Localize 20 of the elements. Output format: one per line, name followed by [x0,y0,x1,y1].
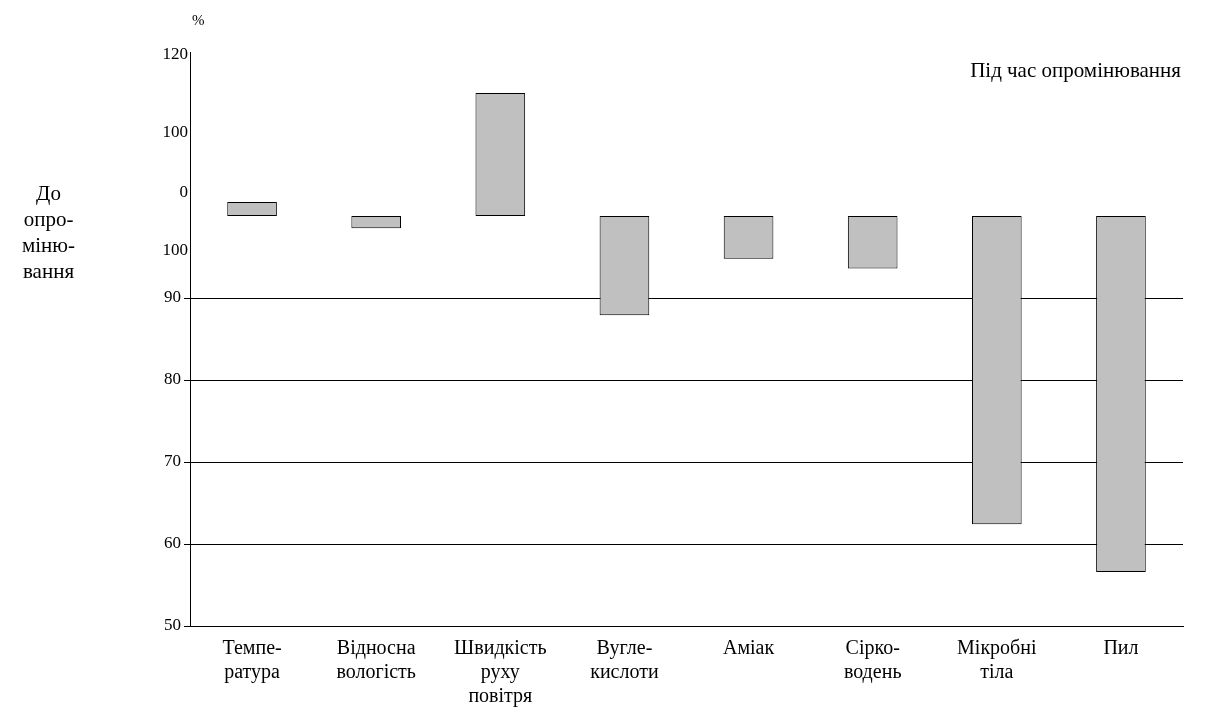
text: 100 [162,122,188,142]
y-tick-label: 50 [164,615,181,635]
chart-title: % [192,12,205,29]
x-tick-label: Пил [1103,636,1139,659]
x-tick-label: Відносна вологість [336,636,416,683]
x-tick-label: Швидкість руху повітря [454,636,547,708]
annotation: Під час опромінювання [970,58,1181,83]
y-tick-label: 70 [164,451,181,471]
x-tick-label: Темпе- ратура [222,636,282,684]
text: 0 [179,182,188,202]
y-tick-label: 60 [164,533,181,553]
text: 120 [162,44,188,64]
y-axis-title: До опро- міню- вання [22,180,76,284]
x-tick-label: Сірко- водень [843,636,902,684]
x-tick-label: Мікробні тіла [957,636,1037,683]
y-tick-label: 90 [164,287,181,307]
text: 100 [162,240,188,260]
x-tick-label: Аміак [722,636,775,659]
y-tick-label: 80 [164,369,181,389]
x-tick-label: Вугле- кислоти [590,636,659,683]
